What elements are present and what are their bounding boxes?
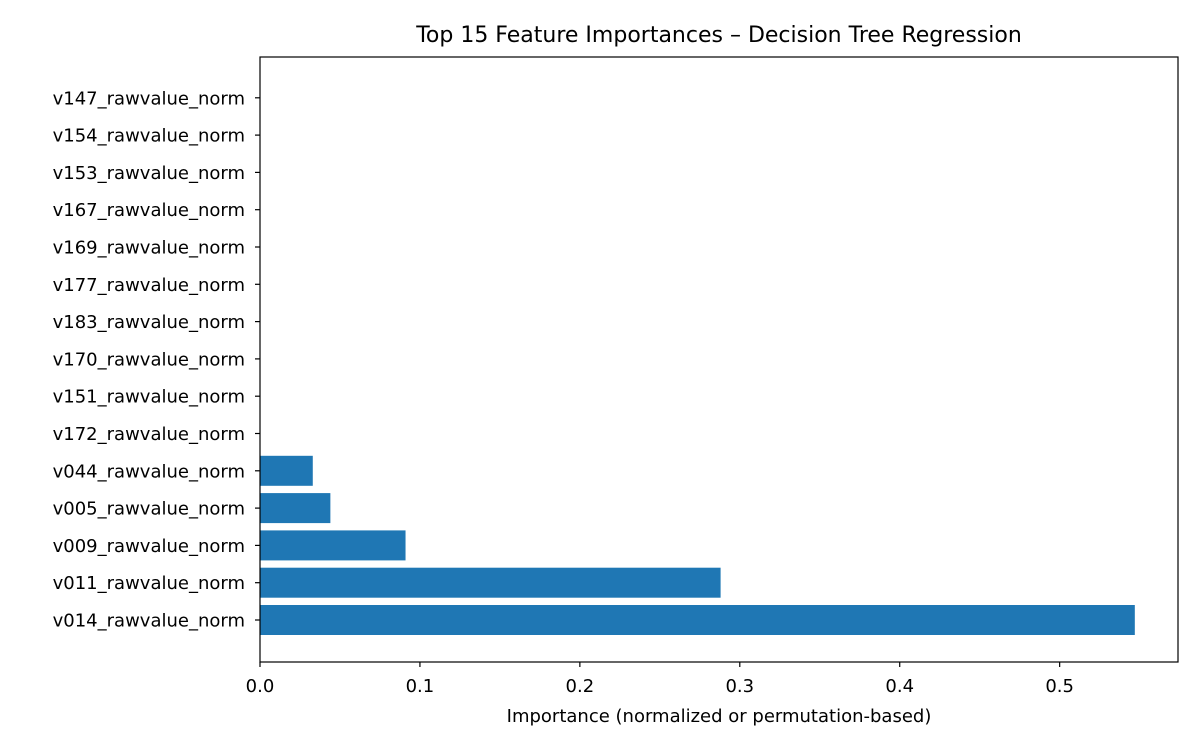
y-tick-label: v177_rawvalue_norm bbox=[53, 275, 245, 296]
y-tick-label: v183_rawvalue_norm bbox=[53, 312, 245, 333]
y-tick-label: v169_rawvalue_norm bbox=[53, 238, 245, 259]
y-tick-label: v172_rawvalue_norm bbox=[53, 424, 245, 445]
y-tick-label: v044_rawvalue_norm bbox=[53, 461, 245, 482]
y-tick-label: v014_rawvalue_norm bbox=[53, 611, 245, 632]
x-tick-label: 0.0 bbox=[246, 676, 275, 697]
chart-title: Top 15 Feature Importances – Decision Tr… bbox=[415, 23, 1022, 48]
bar bbox=[260, 605, 1135, 635]
y-tick-label: v170_rawvalue_norm bbox=[53, 349, 245, 370]
y-tick-label: v153_rawvalue_norm bbox=[53, 163, 245, 184]
bar bbox=[260, 530, 406, 561]
bars-layer bbox=[260, 455, 1135, 635]
x-tick-label: 0.5 bbox=[1045, 676, 1074, 697]
bar bbox=[260, 567, 721, 598]
x-axis-label: Importance (normalized or permutation-ba… bbox=[507, 706, 932, 727]
y-tick-label: v011_rawvalue_norm bbox=[53, 573, 245, 594]
y-tick-label: v005_rawvalue_norm bbox=[53, 499, 245, 520]
x-tick-label: 0.1 bbox=[406, 676, 435, 697]
x-tick-label: 0.4 bbox=[885, 676, 914, 697]
y-tick-label: v154_rawvalue_norm bbox=[53, 126, 245, 147]
x-axis: 0.0 0.1 0.2 0.3 0.4 0.5 bbox=[246, 662, 1074, 697]
bar bbox=[260, 493, 331, 524]
y-tick-label: v147_rawvalue_norm bbox=[53, 88, 245, 109]
y-tick-label: v009_rawvalue_norm bbox=[53, 536, 245, 557]
x-tick-label: 0.2 bbox=[566, 676, 595, 697]
y-axis: v014_rawvalue_norm v011_rawvalue_norm v009… bbox=[53, 88, 260, 632]
bar bbox=[260, 455, 313, 486]
x-tick-label: 0.3 bbox=[725, 676, 754, 697]
y-tick-label: v167_rawvalue_norm bbox=[53, 200, 245, 221]
y-tick-label: v151_rawvalue_norm bbox=[53, 387, 245, 408]
